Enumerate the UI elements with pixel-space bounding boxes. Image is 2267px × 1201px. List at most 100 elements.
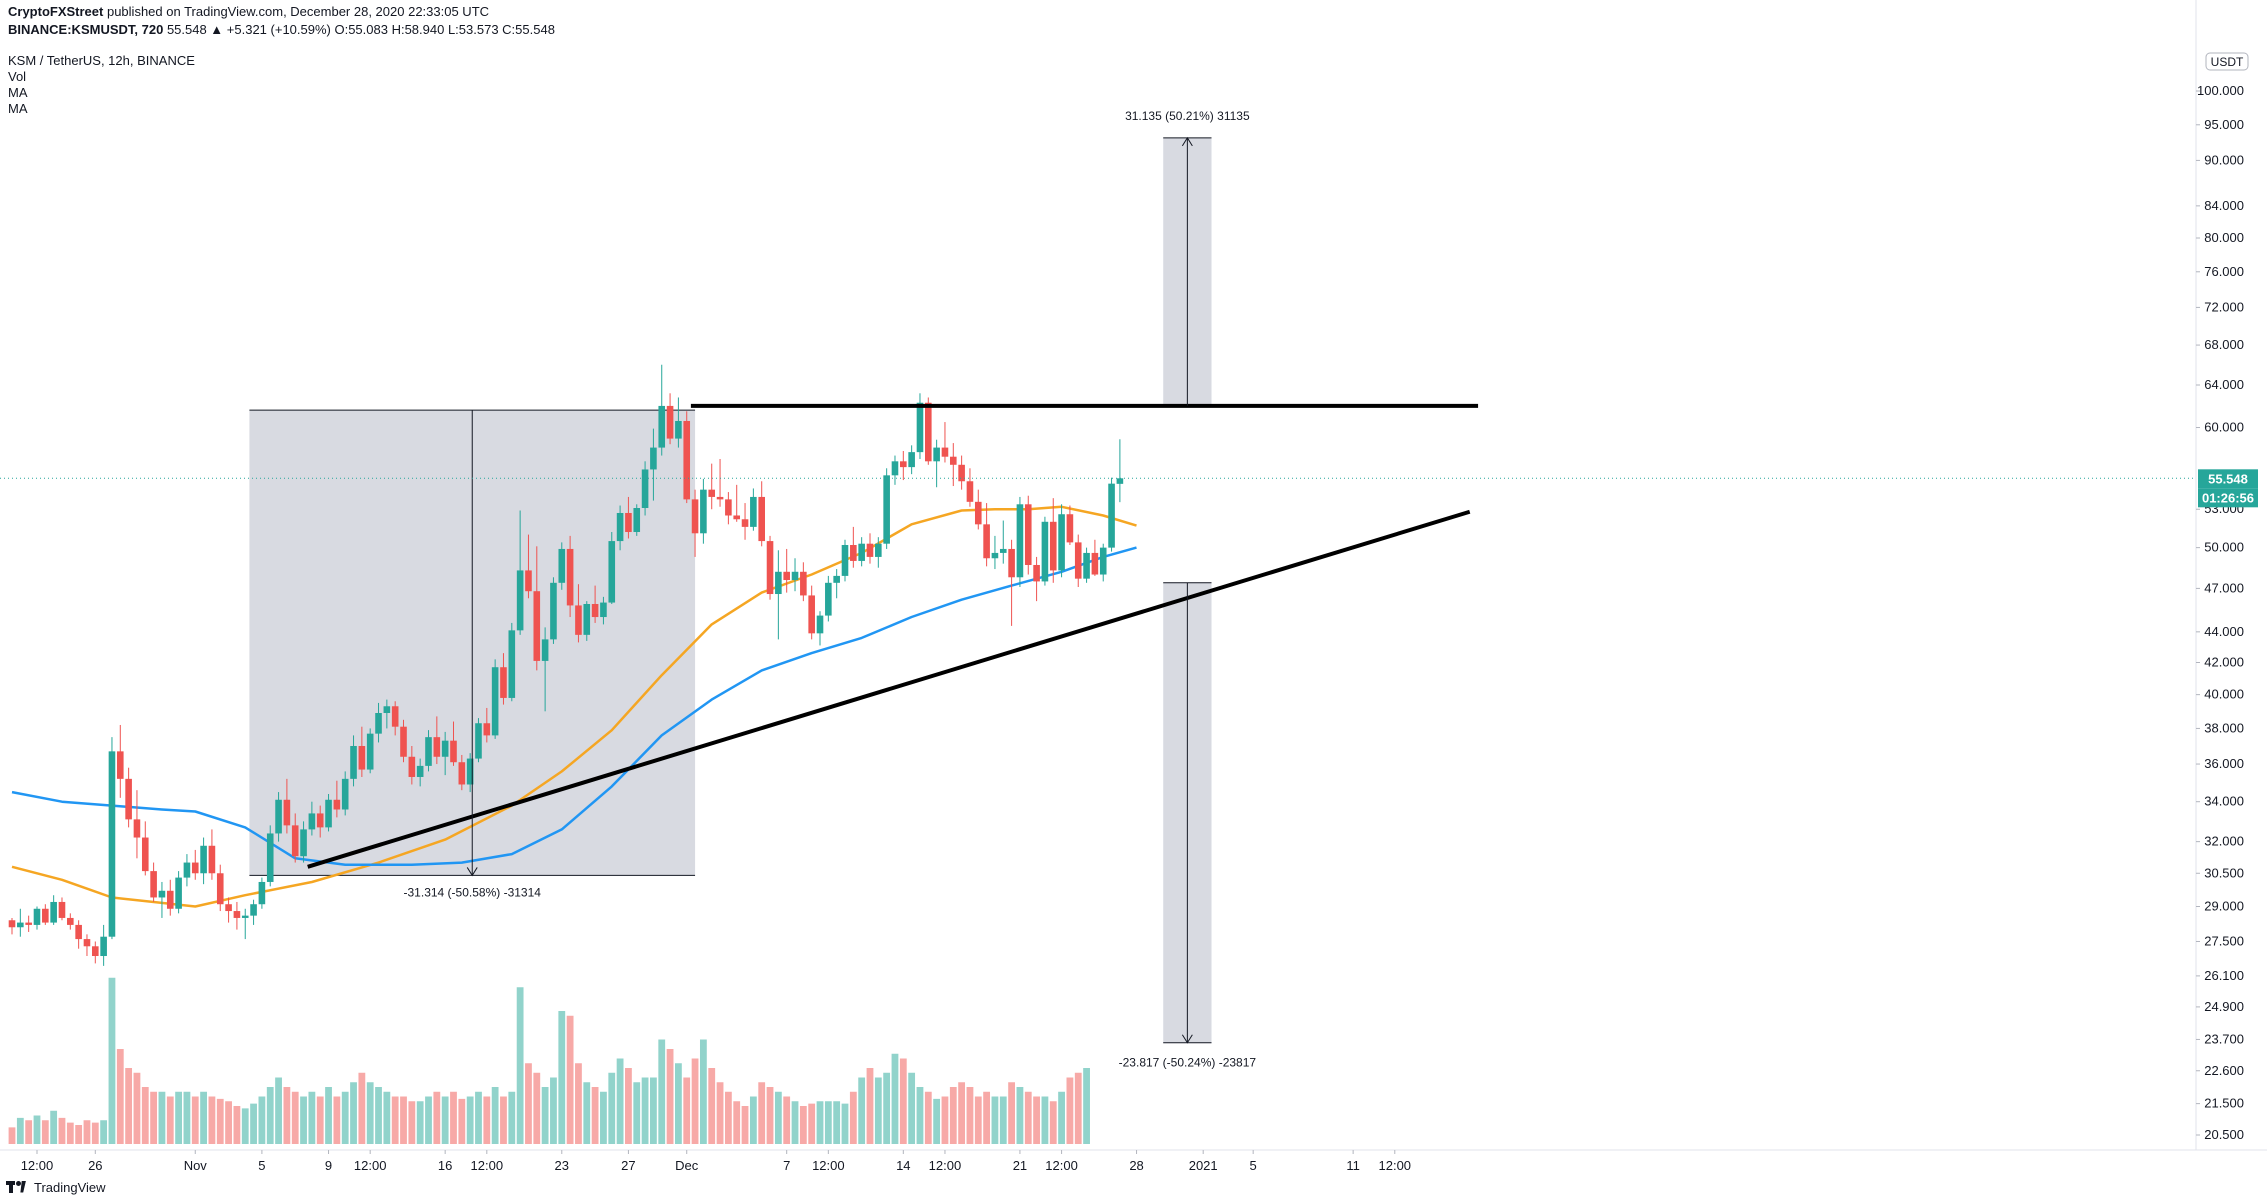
candle-body	[658, 405, 666, 448]
candle-body	[375, 713, 382, 734]
volume-bar	[541, 1087, 549, 1144]
candle-body	[75, 924, 82, 940]
publish-text: published on TradingView.com, December 2…	[103, 4, 490, 19]
candle-body	[958, 464, 965, 482]
volume-bar	[275, 1077, 282, 1144]
candle-body	[966, 481, 974, 502]
candle-body	[483, 723, 491, 736]
candle-body	[633, 508, 641, 533]
volume-bar	[208, 1096, 216, 1144]
publisher-name[interactable]: CryptoFXStreet	[8, 4, 104, 19]
volume-bar	[774, 1091, 782, 1144]
volume-bar	[516, 987, 524, 1144]
time-tick-label: 9	[325, 1158, 332, 1173]
volume-bar	[291, 1091, 299, 1144]
volume-bar	[883, 1072, 891, 1144]
candle-body	[350, 745, 357, 779]
volume-bar	[150, 1091, 158, 1144]
candle-body	[999, 548, 1007, 553]
candle-body	[1108, 483, 1115, 548]
volume-bar	[983, 1091, 991, 1144]
candle-body	[816, 615, 824, 634]
volume-bar	[608, 1072, 616, 1144]
volume-bar	[16, 1117, 24, 1144]
candle-body	[716, 496, 724, 500]
candle-body	[700, 489, 707, 534]
candle-body	[83, 939, 91, 947]
volume-bar	[50, 1110, 58, 1144]
candle-body	[266, 833, 274, 882]
price-tick-label: 80.000	[2204, 230, 2244, 245]
volume-bar	[575, 1063, 582, 1144]
volume-bar	[633, 1082, 641, 1144]
volume-bar	[808, 1103, 816, 1144]
symbol-label[interactable]: BINANCE:KSMUSDT, 720	[8, 22, 164, 37]
countdown-tag	[2198, 488, 2258, 508]
indicator-ma-1[interactable]: MA	[8, 85, 28, 100]
candle-body	[1008, 548, 1015, 578]
volume-bar	[949, 1087, 957, 1144]
volume-bar	[416, 1101, 424, 1144]
currency-label: USDT	[2211, 55, 2244, 69]
candle-body	[8, 920, 16, 928]
volume-bar	[333, 1096, 341, 1144]
candle-body	[1091, 552, 1099, 575]
price-tick-label: 47.000	[2204, 580, 2244, 595]
volume-bar	[225, 1101, 232, 1144]
candle-body	[433, 737, 441, 757]
candle-body	[1049, 521, 1057, 571]
volume-bar	[874, 1077, 882, 1144]
volume-bar	[941, 1096, 949, 1144]
volume-bar	[1016, 1087, 1024, 1144]
candle-body	[383, 706, 391, 714]
last-price-tag	[2198, 469, 2258, 489]
volume-bar	[675, 1063, 682, 1144]
volume-bar	[1074, 1072, 1082, 1144]
candle-body	[17, 922, 24, 928]
volume-bar	[583, 1082, 591, 1144]
tradingview-logo[interactable]: TradingView	[6, 1180, 106, 1195]
volume-bar	[708, 1068, 716, 1144]
price-tick-label: 21.500	[2204, 1096, 2244, 1111]
candle-body	[1083, 552, 1090, 579]
candle-body	[358, 745, 366, 770]
candle-body	[191, 862, 199, 874]
candle-body	[833, 575, 840, 583]
candle-body	[175, 877, 182, 909]
indicator-vol[interactable]: Vol	[8, 69, 27, 84]
candle-body	[416, 765, 424, 777]
last-price-value: 55.548	[2208, 471, 2248, 486]
candle-body	[983, 524, 990, 559]
volume-bar	[766, 1087, 774, 1144]
volume-bar	[716, 1082, 724, 1144]
candle-body	[67, 917, 74, 925]
candle-body	[583, 603, 591, 635]
price-tick-label: 84.000	[2204, 198, 2244, 213]
volume-bar	[1008, 1082, 1015, 1144]
volume-bar	[849, 1091, 857, 1144]
candle-body	[608, 541, 616, 603]
volume-bar	[658, 1039, 666, 1144]
volume-bar	[924, 1091, 932, 1144]
candle-body	[683, 420, 691, 500]
candle-body	[791, 571, 799, 581]
candle-body	[758, 496, 765, 542]
candle-body	[691, 499, 699, 534]
candle-body	[949, 456, 957, 465]
candle-body	[316, 813, 324, 828]
candle-body	[150, 871, 157, 898]
candle-body	[466, 758, 474, 785]
candle-body	[1099, 547, 1107, 575]
volume-bar	[558, 1011, 566, 1144]
volume-bar	[266, 1087, 274, 1144]
price-tick-label: 34.000	[2204, 794, 2244, 809]
time-tick-label: 12:00	[21, 1158, 54, 1173]
indicator-ma-2[interactable]: MA	[8, 101, 28, 116]
volume-bar	[258, 1096, 266, 1144]
time-tick-label: 7	[783, 1158, 790, 1173]
price-tick-label: 50.000	[2204, 540, 2244, 555]
candle-body	[650, 447, 657, 470]
candle-body	[891, 461, 899, 476]
candle-body	[458, 762, 466, 785]
